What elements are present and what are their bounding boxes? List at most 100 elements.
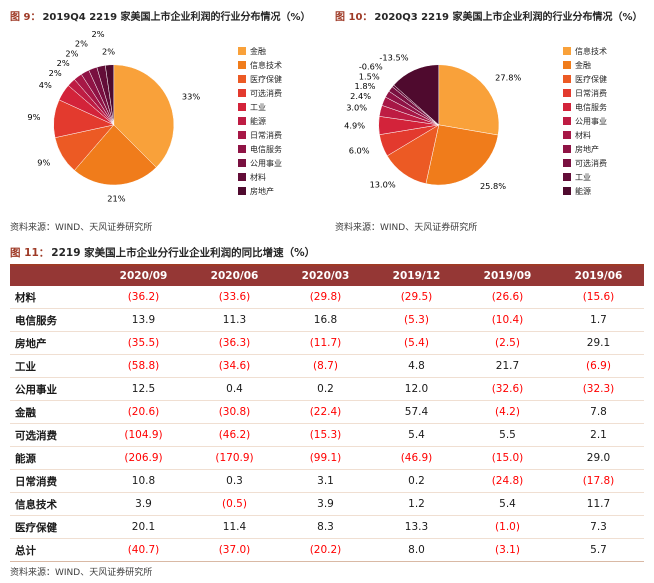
pie-percentage-label: 9% [37, 158, 50, 168]
figures-row: 图 9： 2019Q4 2219 家美国上市企业利润的行业分布情况（%） 33% 2… [10, 8, 644, 233]
pie-percentage-label: 1.8% [355, 81, 376, 91]
table-cell: (37.0) [189, 538, 280, 562]
table-cell: (58.8) [98, 354, 189, 378]
legend-color-swatch [563, 131, 571, 139]
table-cell: (170.9) [189, 446, 280, 470]
table-cell: (2.5) [462, 331, 553, 355]
legend-color-swatch [563, 61, 571, 69]
legend-item-电信服务: 电信服务 [563, 102, 637, 113]
legend-color-swatch [238, 159, 246, 167]
table-cell: 11.7 [553, 492, 644, 516]
table-cell: 5.5 [462, 423, 553, 447]
pie-percentage-label: 6.0% [349, 145, 370, 155]
figure-9-chart-area: 33% 21% 9% 9% 4% 2% 2% 2% 2% 2% 2% 金融 信息技术 医疗保健 可选消费工… [10, 25, 319, 217]
legend-label: 可选消费 [575, 158, 607, 168]
column-header-2020/09: 2020/09 [98, 266, 189, 286]
legend-item-可选消费: 可选消费 [238, 88, 312, 99]
table-cell: 2.1 [553, 423, 644, 447]
table-cell: 8.3 [280, 515, 371, 539]
legend-label: 能源 [250, 116, 266, 126]
row-label: 医疗保健 [10, 515, 98, 539]
legend-color-swatch [563, 47, 571, 55]
legend-item-房地产: 房地产 [238, 186, 312, 197]
legend-label: 材料 [250, 172, 266, 182]
table-cell: (32.3) [553, 377, 644, 401]
table-cell: (206.9) [98, 446, 189, 470]
row-label: 总计 [10, 538, 98, 562]
legend-label: 金融 [250, 46, 266, 56]
figure-10: 图 10： 2020Q3 2219 家美国上市企业利润的行业分布情况（%） 27.… [335, 8, 644, 233]
figure-11: 图 11： 2219 家美国上市企业分行业企业利润的同比增速（%） 2020/09… [10, 245, 644, 578]
table-cell: 0.2 [280, 377, 371, 401]
legend-color-swatch [238, 145, 246, 153]
source-note-figure-9: 资料来源：WIND、天风证券研究所 [10, 223, 153, 233]
figure-10-chart-area: 27.8% 25.8% 13.0% 6.0% 4.9% 3.0% 2.4% 1.8% 1.5% -… [335, 25, 644, 217]
table-cell: 8.0 [371, 538, 462, 562]
legend-color-swatch [563, 145, 571, 153]
table-cell: 3.1 [280, 469, 371, 493]
table-cell: (33.6) [189, 286, 280, 309]
pie-slice-金融 [425, 124, 499, 186]
table-row-医疗保健: 医疗保健 20.1 11.4 8.3 13.3 (1.0) 7.3 [10, 515, 644, 539]
legend-item-公用事业: 公用事业 [563, 116, 637, 127]
legend-color-swatch [563, 187, 571, 195]
figure-10-title-text: 2020Q3 2219 家美国上市企业利润的行业分布情况（%） [374, 12, 643, 23]
row-label: 日常消费 [10, 469, 98, 493]
pie-chart-2020q3: 27.8%25.8%13.0%6.0%4.9%3.0%2.4%1.8%1.5%-… [344, 53, 521, 191]
row-label: 金融 [10, 400, 98, 424]
table-cell: 7.8 [553, 400, 644, 424]
legend-color-swatch [563, 103, 571, 111]
table-cell: 3.9 [280, 492, 371, 516]
table-cell: (10.4) [462, 308, 553, 332]
table-cell: 5.4 [462, 492, 553, 516]
column-header-2020/03: 2020/03 [280, 266, 371, 286]
row-label: 房地产 [10, 331, 98, 355]
legend-label: 公用事业 [250, 158, 282, 168]
table-row-材料: 材料 (36.2) (33.6) (29.8) (29.5) (26.6) (15.6) [10, 286, 644, 309]
table-cell: (35.5) [98, 331, 189, 355]
legend-color-swatch [238, 75, 246, 83]
legend-label: 工业 [575, 172, 591, 182]
legend-color-swatch [563, 159, 571, 167]
legend-label: 电信服务 [250, 144, 282, 154]
legend-item-材料: 材料 [563, 130, 637, 141]
table-cell: (46.9) [371, 446, 462, 470]
figure-9-number: 图 9： [10, 12, 41, 23]
pie-percentage-label: 2% [65, 48, 78, 58]
profit-growth-table: 2020/09 2020/06 2020/03 2019/12 2019/09 2019/… [10, 266, 644, 562]
table-cell: (5.3) [371, 308, 462, 332]
table-cell: (11.7) [280, 331, 371, 355]
table-cell: (0.5) [189, 492, 280, 516]
pie-percentage-label: 2% [75, 39, 88, 49]
table-cell: (40.7) [98, 538, 189, 562]
pie-legend-2019q4: 金融 信息技术 医疗保健 可选消费 工业 能源 日常消费 电信服务 公用事业 材料 房地产 [238, 46, 312, 197]
row-label: 工业 [10, 354, 98, 378]
table-cell: 12.5 [98, 377, 189, 401]
table-cell: 0.4 [189, 377, 280, 401]
table-cell: 7.3 [553, 515, 644, 539]
legend-color-swatch [238, 131, 246, 139]
table-cell: 11.4 [189, 515, 280, 539]
pie-legend-2020q3: 信息技术 金融 医疗保健 日常消费 电信服务 公用事业 材料 房地产 可选消费 工业 能源 [563, 46, 637, 197]
table-cell: 20.1 [98, 515, 189, 539]
legend-color-swatch [238, 47, 246, 55]
row-label: 信息技术 [10, 492, 98, 516]
table-cell: 21.7 [462, 354, 553, 378]
legend-color-swatch [238, 103, 246, 111]
table-cell: 0.2 [371, 469, 462, 493]
table-cell: (20.2) [280, 538, 371, 562]
legend-label: 日常消费 [250, 130, 282, 140]
figure-9-title-text: 2019Q4 2219 家美国上市企业利润的行业分布情况（%） [42, 12, 311, 23]
table-cell: 29.1 [553, 331, 644, 355]
legend-item-公用事业: 公用事业 [238, 158, 312, 169]
table-row-工业: 工业 (58.8) (34.6) (8.7) 4.8 21.7 (6.9) [10, 354, 644, 378]
pie-slice-信息技术 [74, 124, 157, 186]
pie-percentage-label: 4% [39, 80, 52, 90]
legend-item-电信服务: 电信服务 [238, 144, 312, 155]
row-label: 可选消费 [10, 423, 98, 447]
table-cell: (8.7) [280, 354, 371, 378]
pie-percentage-label: 2% [57, 58, 70, 68]
table-cell: 1.7 [553, 308, 644, 332]
table-cell: (15.6) [553, 286, 644, 309]
